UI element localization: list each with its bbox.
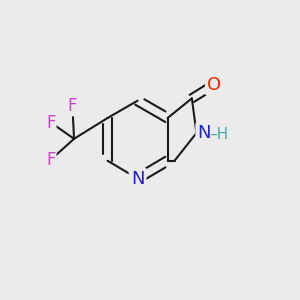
Text: O: O [207,76,221,94]
Text: F: F [46,151,56,169]
Text: F: F [46,114,56,132]
Text: N: N [131,169,144,188]
Text: N: N [197,124,211,142]
Text: –H: –H [209,127,228,142]
Text: F: F [68,98,77,116]
